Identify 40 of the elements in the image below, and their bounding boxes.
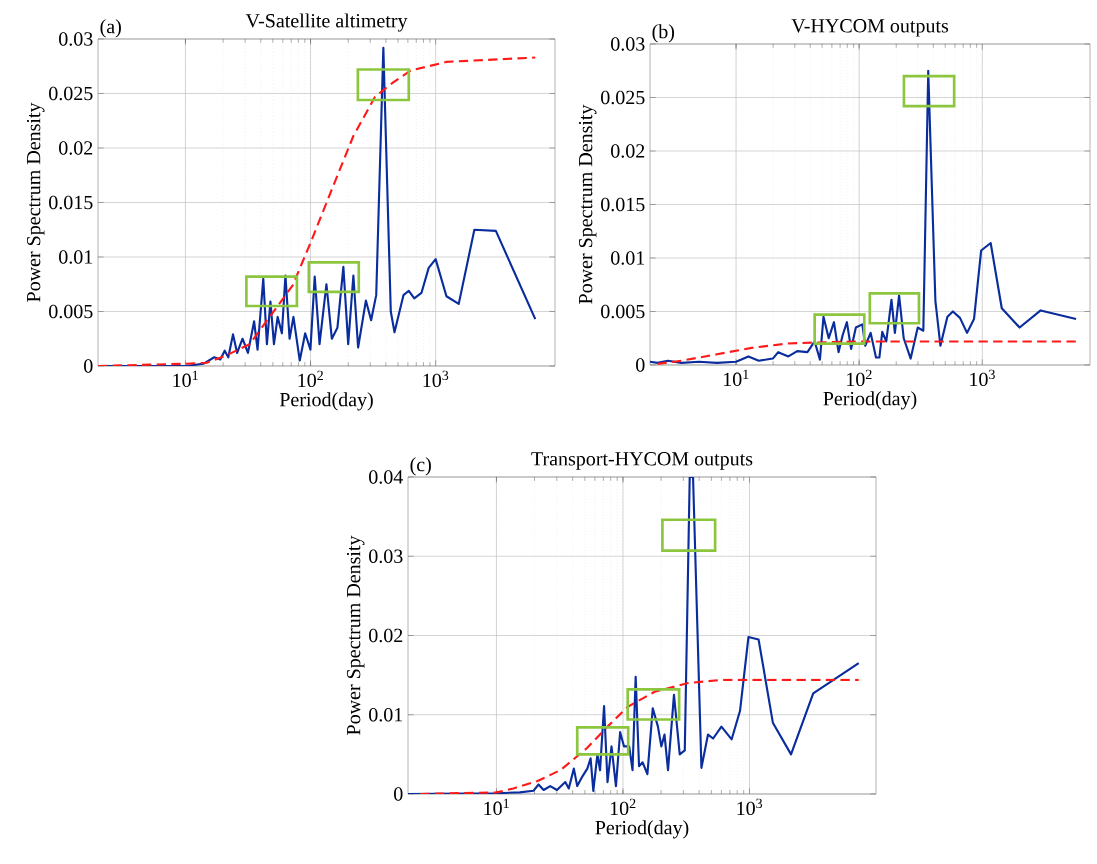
y-axis-title: Power Spectrum Density — [26, 102, 45, 302]
y-tick-label: 0.015 — [601, 197, 645, 212]
y-tick-label: 0.02 — [59, 141, 93, 155]
x-tick-label: 10$^{1}$ — [484, 798, 509, 816]
x-tick-label: 10$^{1}$ — [723, 369, 749, 387]
x-tick-label: 10$^{2}$ — [847, 369, 872, 387]
y-tick-label: 0.02 — [611, 144, 645, 158]
x-axis-title: Period(day) — [823, 391, 917, 410]
text: (b) — [652, 24, 675, 43]
x-axis-title: Period(day) — [279, 392, 373, 411]
y-tick-label: 0.04 — [369, 470, 403, 484]
x-tick-label: 10$^{3}$ — [970, 369, 995, 387]
y-tick-label: 0.005 — [601, 304, 645, 319]
x-tick-label: 10$^{2}$ — [610, 798, 636, 816]
chart-title: Transport-HYCOM outputs — [531, 452, 753, 470]
y-tick-label: 0.03 — [369, 549, 403, 564]
y-tick-label: 0.01 — [59, 250, 93, 264]
y-tick-label: 0.01 — [611, 251, 645, 265]
y-tick-label: 0 — [636, 358, 645, 372]
y-tick-label: 0.025 — [49, 86, 93, 101]
x-axis-title: Period(day) — [595, 820, 689, 839]
text: (c) — [410, 457, 431, 476]
x-tick-label: 10$^{2}$ — [298, 370, 323, 388]
x-tick-label: 10$^{3}$ — [423, 370, 449, 388]
y-tick-label: 0.005 — [49, 304, 93, 319]
y-tick-label: 0.03 — [611, 37, 645, 51]
y-axis-title: Power Spectrum Density — [578, 104, 597, 304]
y-axis-title: Power Spectrum Density — [346, 535, 365, 735]
y-tick-label: 0.025 — [601, 90, 645, 105]
y-tick-label: 0.015 — [49, 195, 93, 210]
y-tick-label: 0 — [84, 359, 93, 373]
chart-title: V-HYCOM outputs — [791, 19, 949, 37]
text: (a) — [100, 19, 121, 38]
x-tick-label: 10$^{3}$ — [737, 798, 763, 816]
y-tick-label: 0 — [394, 787, 403, 801]
y-tick-label: 0.01 — [369, 707, 403, 722]
chart-title: V-Satellite altimetry — [245, 13, 408, 32]
y-tick-label: 0.03 — [59, 32, 93, 46]
y-tick-label: 0.02 — [369, 628, 403, 643]
x-tick-label: 10$^{1}$ — [173, 370, 198, 388]
